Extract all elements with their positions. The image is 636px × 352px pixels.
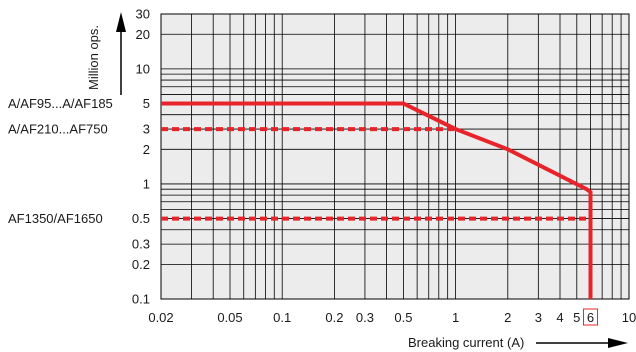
y-tick-label: 3 xyxy=(143,122,150,137)
x-tick-label: 0.1 xyxy=(273,310,291,325)
x-tick-label: 6 xyxy=(587,310,594,325)
y-tick-label: 0.1 xyxy=(132,292,150,307)
x-axis-arrow-head xyxy=(608,338,628,348)
x-tick-label: 0.2 xyxy=(325,310,343,325)
x-tick-label: 1 xyxy=(452,310,459,325)
series-label-1: A/AF95...A/AF185 xyxy=(8,96,113,111)
x-tick-label: 3 xyxy=(535,310,542,325)
series-label-3: AF1350/AF1650 xyxy=(8,211,103,226)
plot-frame xyxy=(160,13,630,300)
x-tick-label: 0.3 xyxy=(356,310,374,325)
y-tick-label: 20 xyxy=(136,27,150,42)
x-tick-label: 10 xyxy=(622,310,636,325)
series-label-2: A/AF210...AF750 xyxy=(8,122,108,137)
y-tick-label: 5 xyxy=(143,96,150,111)
series-line-1 xyxy=(161,101,593,299)
series-labels: A/AF95...A/AF185 A/AF210...AF750 AF1350/AF… xyxy=(8,96,113,226)
y-tick-label: 0.5 xyxy=(132,211,150,226)
x-tick-label: 5 xyxy=(573,310,580,325)
x-tick-highlight-box xyxy=(583,308,599,326)
y-axis-arrow-head xyxy=(116,12,126,32)
x-axis-label: Breaking current (A) xyxy=(408,335,524,350)
y-axis-label: Million ops. xyxy=(86,25,101,90)
y-tick-label: 2 xyxy=(143,142,150,157)
y-tick-label: 30 xyxy=(136,7,150,22)
x-tick-label: 0.5 xyxy=(394,310,412,325)
y-tick-labels: 0.1 0.2 0.3 0.5 1 2 3 5 10 20 30 xyxy=(132,7,150,307)
x-tick-label: 0.05 xyxy=(217,310,242,325)
plot-area xyxy=(161,14,629,299)
x-tick-label: 0.02 xyxy=(148,310,173,325)
y-tick-label: 0.2 xyxy=(132,257,150,272)
x-tick-label: 4 xyxy=(556,310,563,325)
x-tick-label: 2 xyxy=(504,310,511,325)
x-tick-labels: 0.02 0.05 0.1 0.2 0.3 0.5 1 2 3 4 5 6 10 xyxy=(148,308,636,326)
y-tick-label: 0.3 xyxy=(132,237,150,252)
y-tick-label: 1 xyxy=(143,176,150,191)
series-line-3 xyxy=(161,216,593,299)
series-layer xyxy=(161,101,593,299)
y-tick-label: 10 xyxy=(136,61,150,76)
